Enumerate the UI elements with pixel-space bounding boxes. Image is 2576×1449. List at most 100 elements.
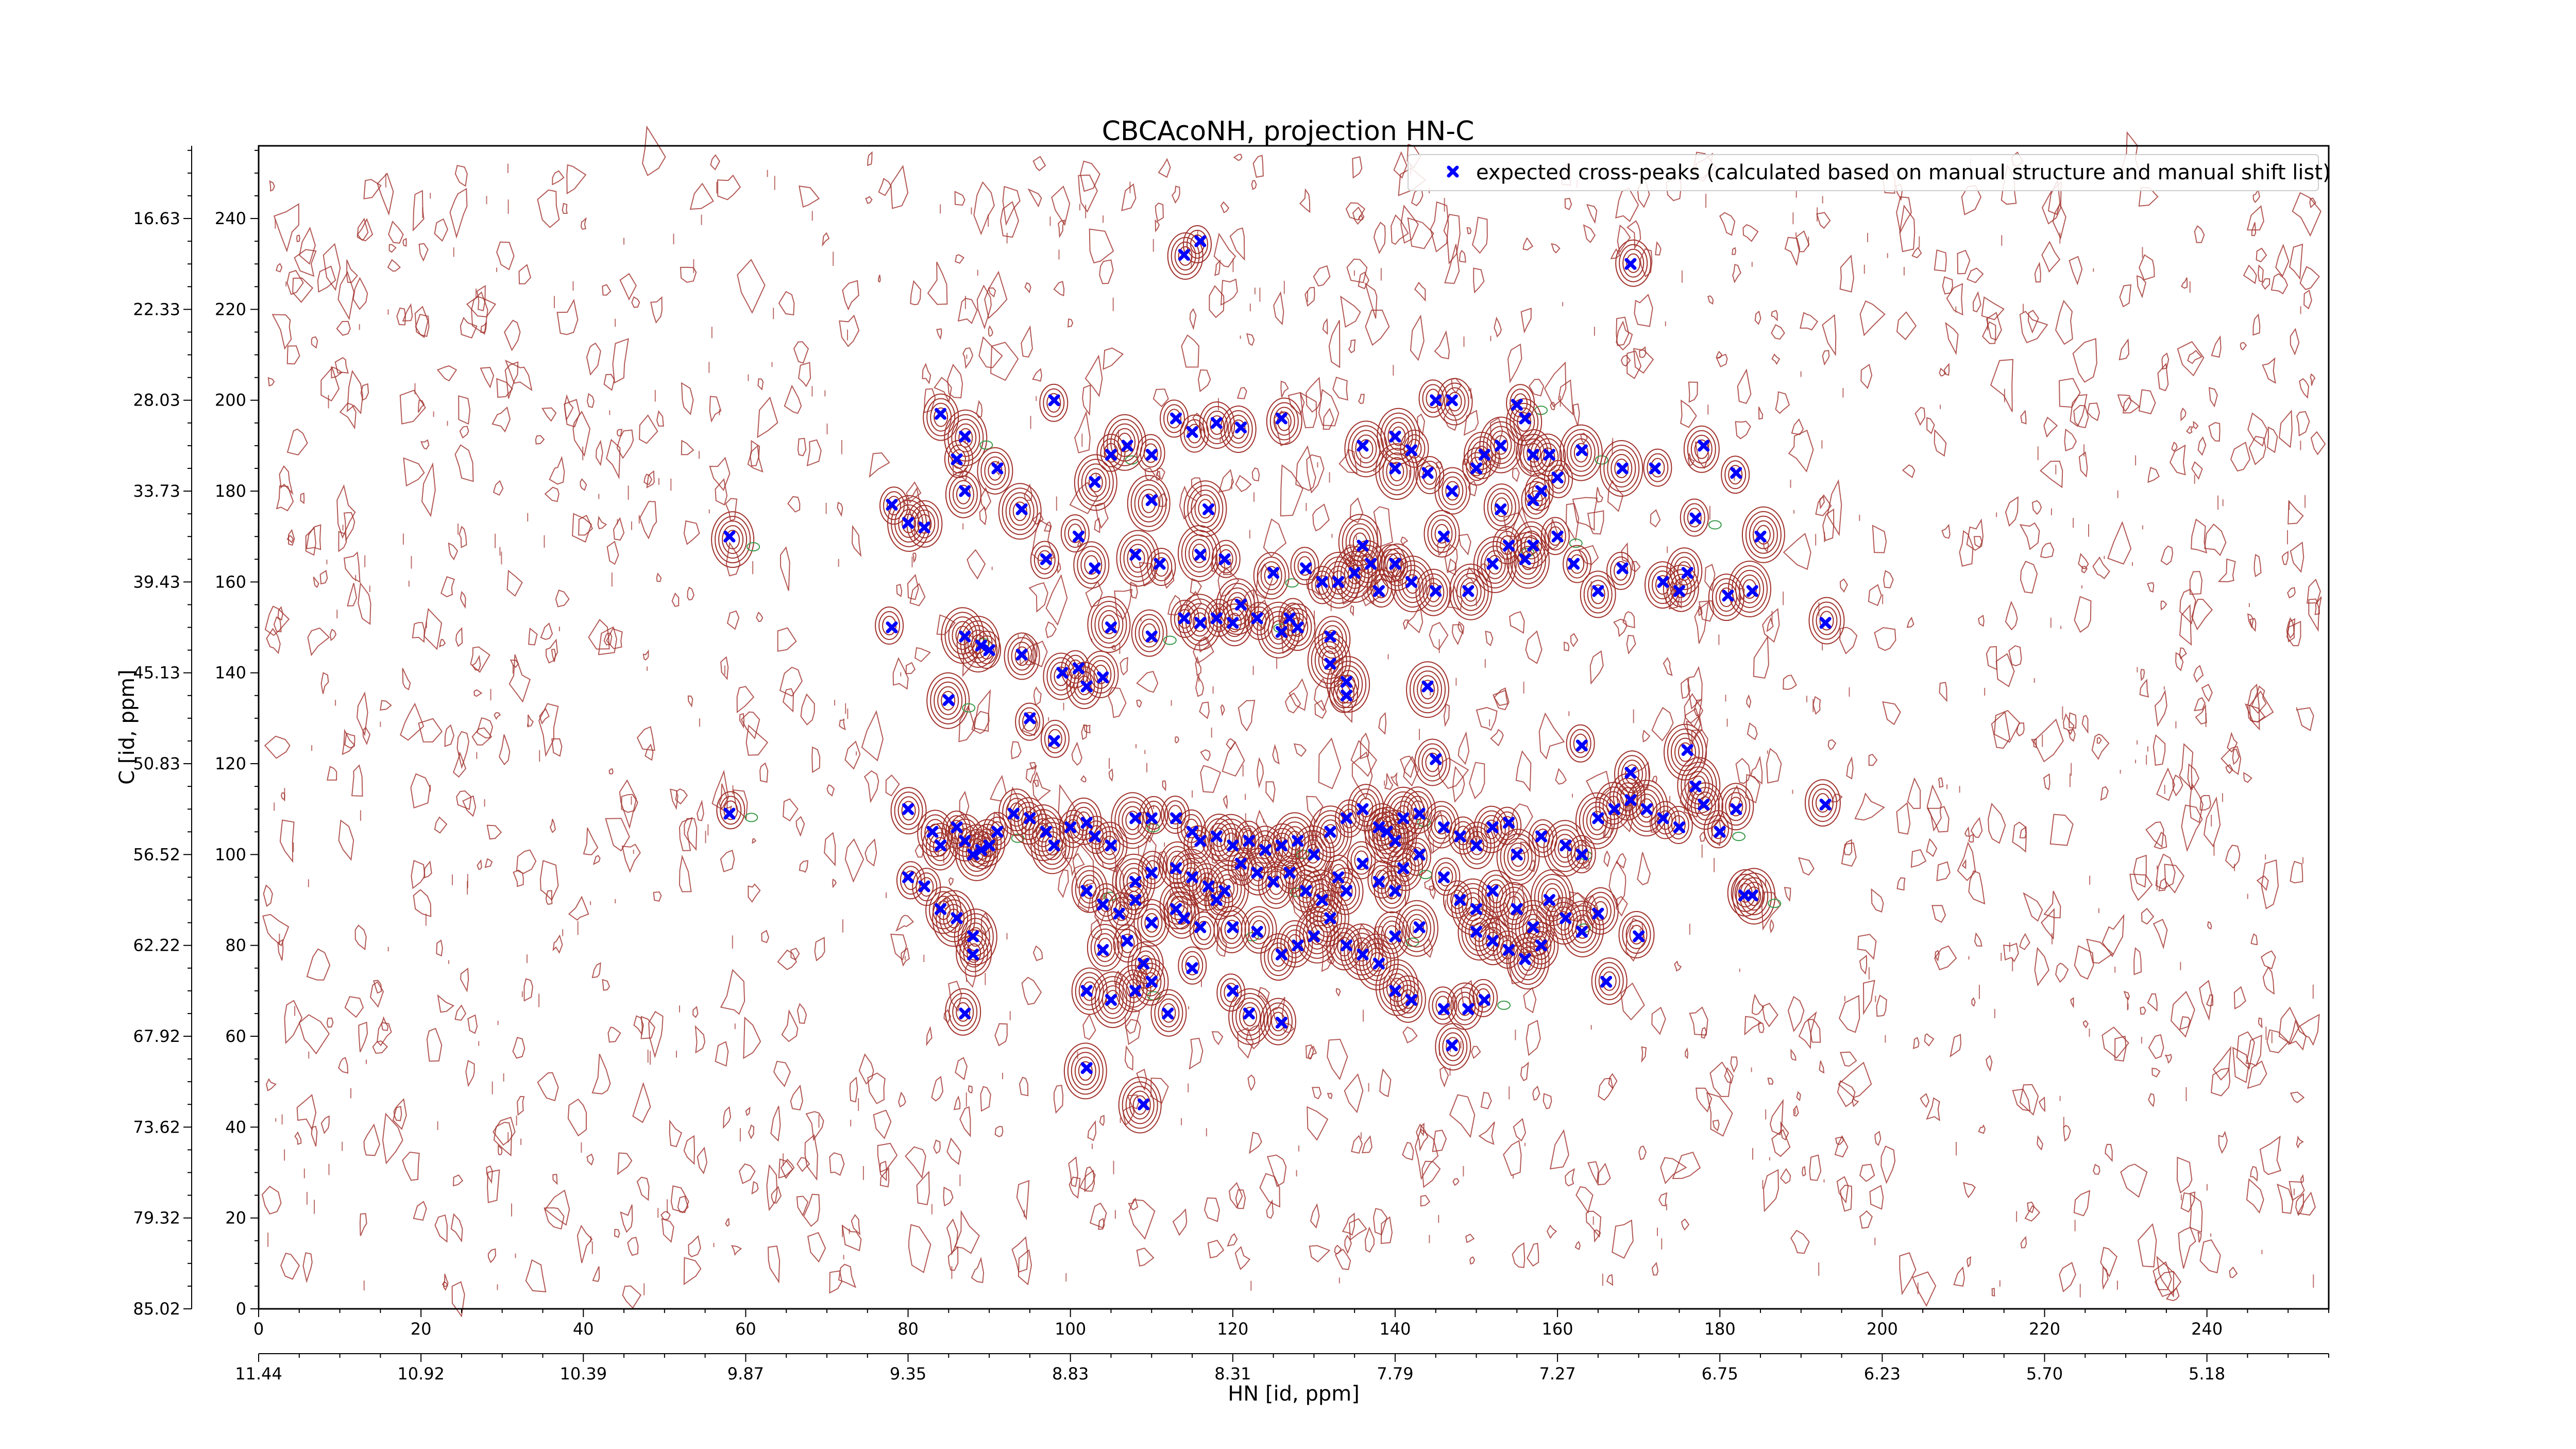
- noise-contour: [723, 1106, 732, 1129]
- noise-contour: [907, 574, 919, 600]
- peak-marker: [967, 948, 979, 961]
- noise-contour: [1839, 578, 1848, 593]
- noise-contour: [1784, 887, 1791, 902]
- noise-contour: [1252, 155, 1264, 178]
- noise-contour: [2279, 409, 2293, 448]
- peak-contour: [1398, 904, 1435, 952]
- peak-contour: [1602, 971, 1617, 991]
- noise-contour: [2041, 241, 2061, 273]
- peak-marker: [1218, 885, 1231, 897]
- noise-contour: [946, 1137, 961, 1166]
- noise-contour: [824, 832, 836, 867]
- noise-contour: [745, 724, 769, 756]
- peak-marker: [1080, 985, 1093, 997]
- peak-contour: [1566, 549, 1588, 579]
- noise-contour: [1373, 506, 1394, 548]
- noise-contour: [363, 179, 382, 199]
- peak-marker: [1551, 471, 1564, 484]
- x-ppm-tick-label: 10.92: [397, 1364, 445, 1384]
- peak-contour: [1127, 544, 1149, 573]
- noise-contour: [910, 280, 921, 306]
- peak-contour: [1163, 846, 1192, 884]
- noise-contour: [1988, 802, 2006, 844]
- peak-contour: [1484, 550, 1506, 579]
- noise-contour: [770, 1106, 781, 1142]
- noise-contour: [1771, 324, 1785, 340]
- peak-contour: [958, 428, 973, 448]
- noise-contour: [296, 1094, 317, 1131]
- noise-contour: [1068, 1156, 1079, 1187]
- peak-contour: [1479, 416, 1523, 474]
- noise-contour: [1693, 699, 1703, 717]
- noise-contour: [1687, 666, 1703, 710]
- noise-contour: [298, 1014, 330, 1055]
- noise-contour: [346, 259, 358, 283]
- peak-contour: [1010, 797, 1047, 845]
- noise-contour: [1199, 701, 1210, 719]
- peak-contour: [1460, 577, 1482, 606]
- noise-contour: [1081, 724, 1088, 740]
- peak-contour: [1521, 481, 1550, 519]
- noise-contour: [1694, 601, 1709, 644]
- noise-contour: [1136, 670, 1159, 693]
- noise-contour: [2277, 1183, 2294, 1214]
- peak-contour: [1384, 417, 1413, 456]
- noise-contour: [1762, 608, 1780, 643]
- peak-contour: [1338, 514, 1382, 571]
- noise-contour: [2299, 266, 2320, 290]
- peak-marker: [1040, 553, 1052, 565]
- peak-contour: [1163, 886, 1192, 925]
- peak-contour: [1435, 1023, 1471, 1071]
- noise-contour: [1816, 212, 1831, 229]
- peak-marker: [983, 839, 995, 852]
- noise-contour: [2260, 950, 2276, 970]
- noise-contour: [1587, 1161, 1599, 1185]
- noise-contour: [994, 1125, 1004, 1138]
- noise-contour: [439, 639, 446, 648]
- peak-marker: [1389, 930, 1401, 942]
- noise-contour: [572, 513, 592, 543]
- noise-contour: [2019, 1084, 2039, 1116]
- noise-contour: [292, 277, 314, 303]
- peak-contour: [1078, 874, 1100, 904]
- peak-marker: [1511, 848, 1523, 861]
- noise-contour: [2024, 1205, 2041, 1222]
- noise-contour: [837, 501, 843, 517]
- peak-contour: [1120, 933, 1135, 953]
- noise-contour: [2179, 1016, 2191, 1030]
- peak-contour: [1422, 578, 1445, 607]
- noise-contour: [466, 296, 497, 317]
- noise-contour: [1771, 353, 1781, 365]
- noise-contour: [1926, 417, 1935, 434]
- noise-contour: [1546, 1224, 1557, 1239]
- noise-contour: [2169, 444, 2186, 476]
- peak-contour: [1462, 447, 1492, 486]
- peak-contour: [1127, 475, 1171, 532]
- peak-contour: [1523, 438, 1545, 467]
- noise-contour: [1793, 1105, 1799, 1117]
- noise-contour: [1896, 311, 1917, 341]
- peak-contour: [954, 823, 976, 852]
- noise-contour: [329, 628, 337, 642]
- peak-contour: [1103, 414, 1147, 471]
- noise-contour: [948, 877, 954, 886]
- peak-marker: [1478, 449, 1490, 461]
- peak-contour: [1273, 407, 1295, 436]
- peak-contour: [1494, 497, 1509, 517]
- peak-marker: [1746, 585, 1758, 597]
- y-axis-ppm: 85.0279.3273.6267.9262.2256.5250.8345.13…: [133, 146, 192, 1319]
- noise-contour: [800, 693, 815, 726]
- noise-contour: [1312, 503, 1330, 532]
- noise-contour: [777, 627, 797, 652]
- peak-contour: [1071, 967, 1108, 1015]
- noise-contour: [262, 914, 290, 947]
- peak-contour: [1166, 891, 1189, 920]
- noise-contour: [2119, 338, 2130, 361]
- noise-contour: [1235, 1189, 1246, 1209]
- peak-marker: [1673, 585, 1685, 597]
- noise-contour: [2243, 264, 2257, 284]
- peak-marker: [1340, 689, 1352, 702]
- noise-contour: [756, 611, 764, 622]
- peak-contour: [1122, 974, 1144, 1003]
- noise-contour: [2245, 1034, 2262, 1067]
